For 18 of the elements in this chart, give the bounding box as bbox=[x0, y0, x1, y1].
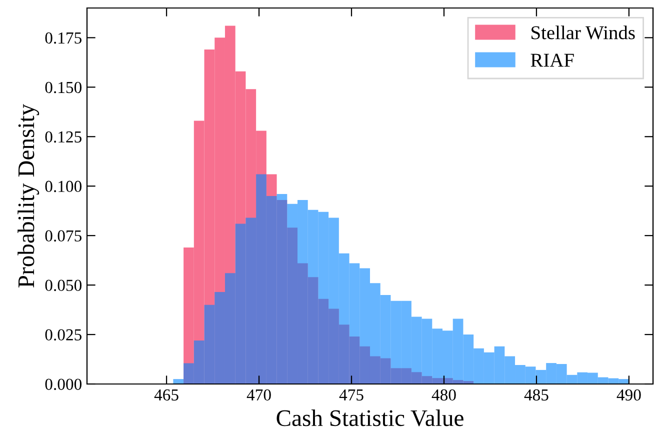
x-tick-label: 470 bbox=[246, 389, 271, 401]
x-tick-label: 480 bbox=[432, 389, 456, 401]
y-tick-label: 0.175 bbox=[45, 32, 82, 44]
y-tick-label: 0.000 bbox=[45, 378, 82, 390]
x-axis-title: Cash Statistic Value bbox=[276, 410, 464, 426]
y-tick-label: 0.050 bbox=[45, 280, 82, 292]
y-tick-label: 0.150 bbox=[45, 82, 82, 94]
y-tick-label: 0.125 bbox=[45, 131, 82, 143]
y-tick-label: 0.025 bbox=[45, 329, 82, 341]
x-tick-label: 465 bbox=[154, 389, 178, 401]
y-axis-title: Probability Density bbox=[18, 104, 40, 288]
x-tick-label: 490 bbox=[616, 389, 641, 401]
x-tick-label: 475 bbox=[339, 389, 364, 401]
legend-label: RIAF bbox=[530, 54, 574, 67]
y-tick-label: 0.100 bbox=[45, 180, 82, 192]
y-tick-label: 0.075 bbox=[45, 230, 82, 242]
legend-label: Stellar Winds bbox=[532, 26, 635, 40]
x-tick-label: 485 bbox=[524, 389, 548, 401]
